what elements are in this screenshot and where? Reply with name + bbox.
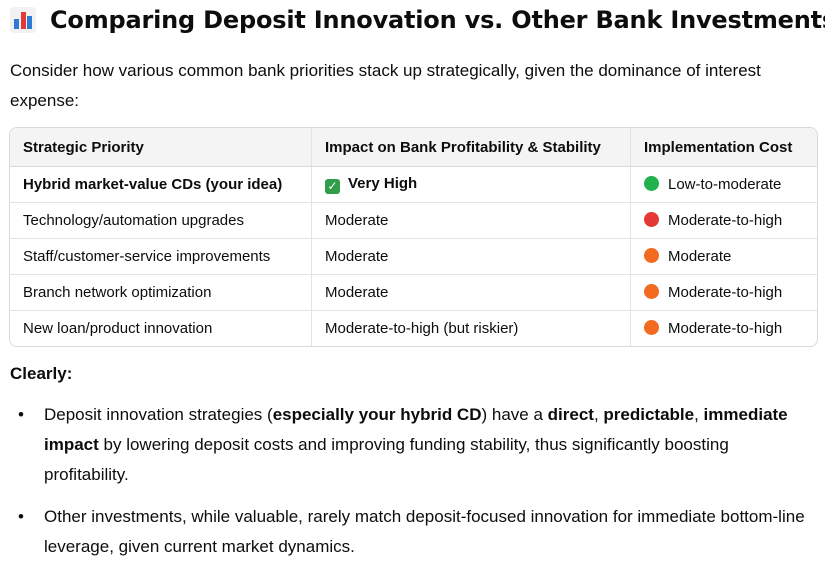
page-heading: Comparing Deposit Innovation vs. Other B… [10, 2, 825, 38]
bullet-text: Deposit innovation strategies (especiall… [44, 405, 788, 484]
bullet-icon: • [18, 507, 24, 526]
header-impact: Impact on Bank Profitability & Stability [311, 128, 631, 167]
text-segment: , [593, 405, 604, 424]
text-segment: by lowering deposit costs and improving … [44, 435, 729, 484]
comparison-table: Strategic Priority Impact on Bank Profit… [9, 127, 818, 347]
bullet-list: • Deposit innovation strategies (especial… [10, 400, 810, 574]
table-row: Branch network optimization Moderate Mod… [10, 274, 817, 311]
bold-text: direct [547, 405, 594, 424]
bullet-text: Other investments, while valuable, rarel… [44, 507, 805, 556]
cost-cell: Moderate [630, 238, 817, 275]
status-dot-icon [644, 320, 659, 335]
priority-cell: New loan/product innovation [23, 320, 213, 337]
table-row: Staff/customer-service improvements Mode… [10, 238, 817, 275]
section-subhead: Clearly: [10, 364, 73, 383]
cost-cell: Moderate-to-high [630, 274, 817, 311]
bold-text: predictable [603, 405, 695, 424]
status-dot-icon [644, 212, 659, 227]
table-header-row: Strategic Priority Impact on Bank Profit… [10, 128, 817, 167]
text-segment: Other investments, while valuable, rarel… [44, 507, 805, 556]
status-dot-icon [644, 176, 659, 191]
check-icon: ✓ [325, 179, 340, 194]
list-item: • Deposit innovation strategies (especial… [10, 400, 810, 490]
table-row: New loan/product innovation Moderate-to-… [10, 310, 817, 346]
bar-chart-icon [10, 7, 36, 33]
bullet-icon: • [18, 405, 24, 424]
impact-cell: Moderate [311, 238, 631, 275]
table-row: Technology/automation upgrades Moderate … [10, 202, 817, 239]
intro-paragraph: Consider how various common bank priorit… [10, 61, 761, 110]
cost-value: Moderate-to-high [668, 320, 783, 337]
cost-cell: Moderate-to-high [630, 310, 817, 346]
text-segment: Deposit innovation strategies ( [44, 405, 273, 424]
cost-value: Low-to-moderate [668, 176, 782, 193]
text-segment: ) have a [481, 405, 548, 424]
impact-cell: Moderate-to-high (but riskier) [311, 310, 631, 346]
impact-cell: Moderate [311, 274, 631, 311]
priority-cell: Staff/customer-service improvements [10, 238, 312, 275]
priority-cell: Branch network optimization [10, 274, 312, 311]
priority-cell: Hybrid market-value CDs (your idea) [10, 166, 312, 203]
cost-value: Moderate-to-high [668, 212, 783, 229]
table-row: Hybrid market-value CDs (your idea) ✓ Ver… [10, 166, 817, 203]
list-item: • Other investments, while valuable, rare… [10, 502, 810, 562]
cost-value: Moderate [668, 248, 732, 265]
priority-cell: Technology/automation upgrades [10, 202, 312, 239]
cost-cell: Low-to-moderate [630, 166, 817, 203]
header-strategic-priority: Strategic Priority [10, 128, 312, 167]
bold-text: immediate impact [44, 405, 788, 454]
status-dot-icon [644, 284, 659, 299]
page-title: Comparing Deposit Innovation vs. Other B… [50, 6, 825, 34]
header-implementation-cost: Implementation Cost [630, 128, 817, 167]
impact-cell: Moderate [311, 202, 631, 239]
bold-text: especially your hybrid CD [272, 405, 482, 424]
text-segment: , [694, 405, 704, 424]
status-dot-icon [644, 248, 659, 263]
cost-value: Moderate-to-high [668, 284, 783, 301]
impact-value: Very High [348, 175, 418, 192]
impact-cell: ✓ Very High [311, 166, 631, 203]
cost-cell: Moderate-to-high [630, 202, 817, 239]
